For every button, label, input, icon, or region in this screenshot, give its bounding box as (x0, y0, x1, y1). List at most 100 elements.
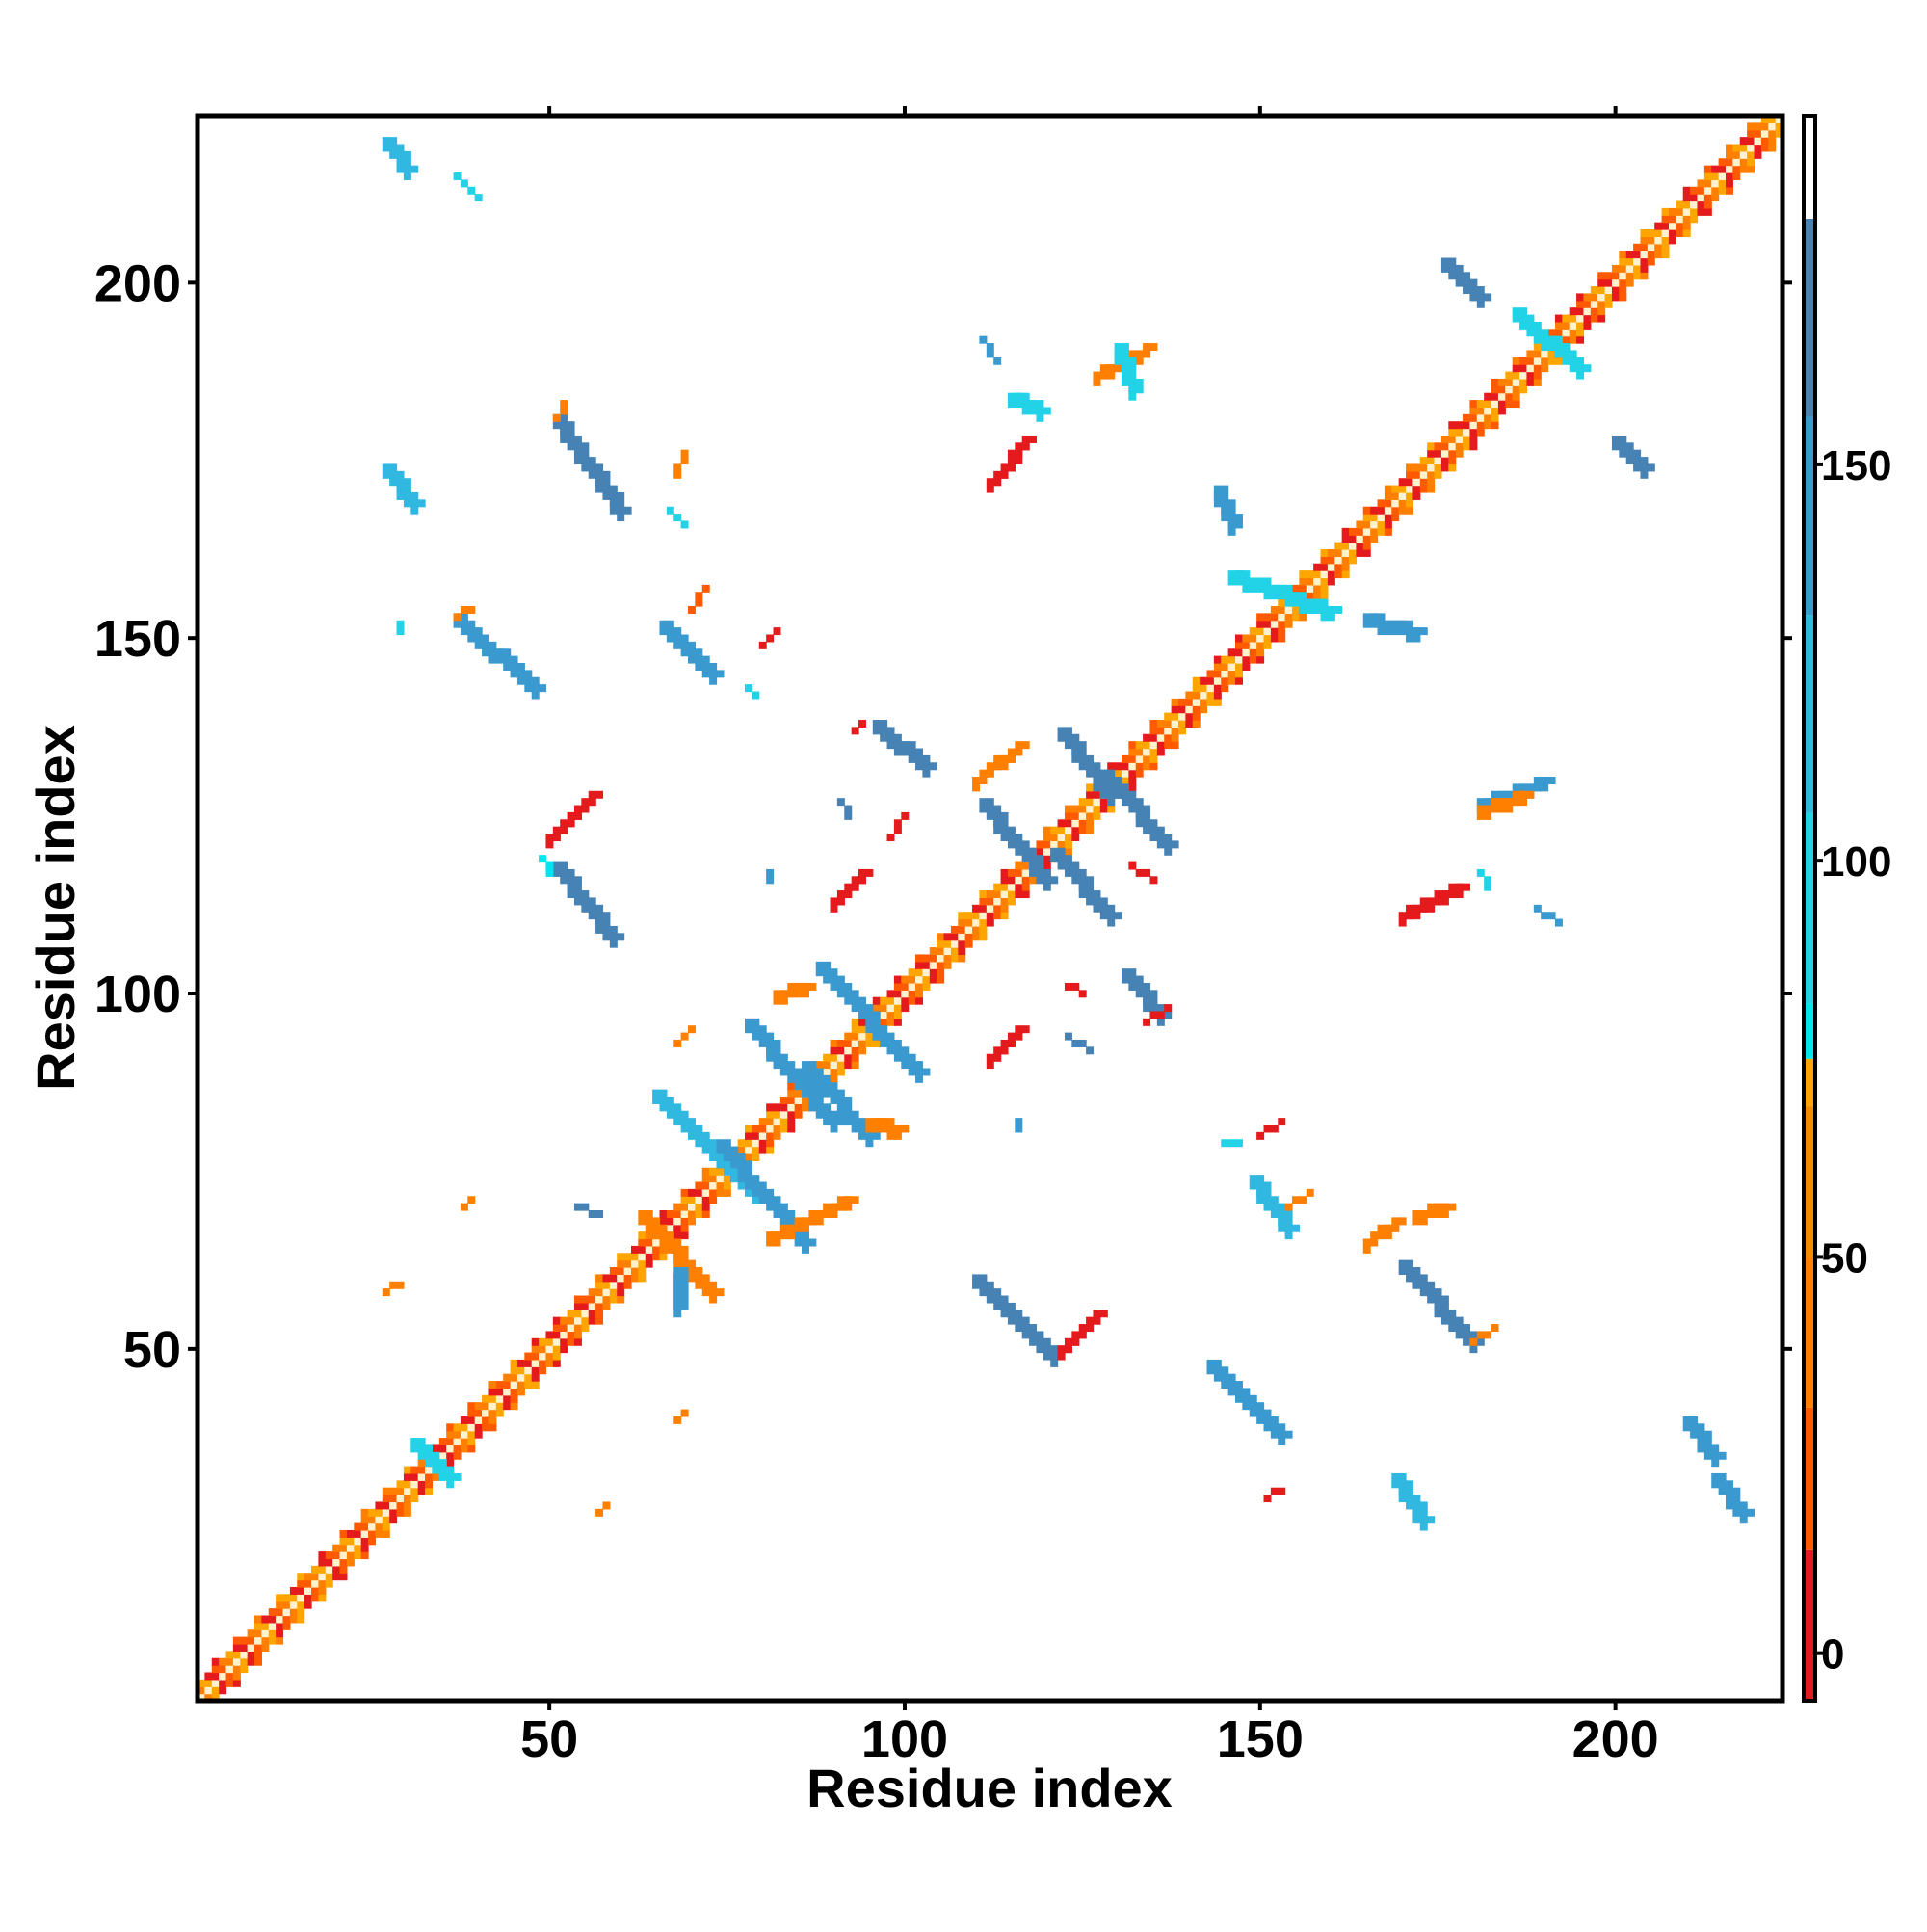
contact-cell (872, 1025, 881, 1034)
contact-cell (1270, 584, 1279, 593)
diagonal-cell (232, 1672, 241, 1681)
contact-cell (581, 1203, 590, 1211)
diagonal-cell (1469, 400, 1478, 409)
diagonal-cell (552, 1331, 561, 1339)
diagonal-cell (701, 1181, 710, 1190)
contact-cell (687, 1267, 696, 1275)
diagonal-cell (581, 1310, 590, 1318)
diagonal-cell (979, 925, 988, 934)
contact-cell (1000, 834, 1009, 842)
diagonal-cell (1533, 350, 1542, 358)
diagonal-cell (1135, 741, 1144, 750)
diagonal-cell (1185, 720, 1194, 728)
diagonal-cell (623, 1253, 632, 1261)
diagonal-cell (1206, 691, 1215, 700)
contact-cell (1398, 1480, 1407, 1489)
contact-cell (1263, 1495, 1272, 1503)
diagonal-cell (766, 1118, 775, 1126)
diagonal-cell (1320, 556, 1329, 565)
diagonal-cell (1427, 442, 1436, 451)
diagonal-cell (659, 1253, 668, 1261)
diagonal-cell (1292, 613, 1300, 622)
contact-cell (1071, 1331, 1080, 1339)
contact-cell (1284, 598, 1293, 607)
contact-cell (1703, 1451, 1712, 1460)
contact-cell (1512, 307, 1520, 316)
contact-cell (687, 655, 696, 664)
diagonal-cell (1512, 392, 1520, 401)
contact-cell (787, 1061, 796, 1070)
contact-cell (1213, 1366, 1222, 1375)
contact-cell (808, 1089, 817, 1098)
contact-cell (1476, 1331, 1485, 1339)
contact-cell (1562, 350, 1571, 358)
contact-cell (1078, 890, 1087, 899)
diagonal-cell (602, 1302, 611, 1310)
contact-cell (1143, 868, 1151, 877)
diagonal-cell (1213, 663, 1222, 671)
contact-cell (1071, 754, 1080, 763)
diagonal-cell (680, 1210, 689, 1218)
contact-cell (752, 1175, 760, 1183)
contact-cell (1320, 605, 1329, 614)
contact-cell (723, 1139, 731, 1148)
contact-cell (1476, 286, 1485, 295)
contact-cell (396, 144, 405, 152)
contact-cell (794, 1238, 803, 1247)
contact-cell (1029, 1331, 1038, 1339)
diagonal-cell (1206, 698, 1215, 706)
diagonal-cell (446, 1459, 455, 1468)
diagonal-cell (482, 1394, 490, 1403)
contact-cell (745, 1160, 752, 1169)
diagonal-cell (1547, 350, 1556, 358)
diagonal-cell (1690, 207, 1699, 216)
contact-cell (1292, 1224, 1300, 1232)
diagonal-cell (1362, 520, 1371, 529)
contact-cell (1256, 1416, 1265, 1424)
diagonal-cell (289, 1601, 298, 1609)
diagonal-cell (1135, 762, 1144, 771)
contact-cell (1000, 1302, 1009, 1310)
diagonal-cell (943, 961, 952, 969)
diagonal-cell (1235, 655, 1243, 664)
contact-cell (382, 463, 390, 472)
diagonal-cell (915, 975, 924, 984)
contact-cell (1078, 876, 1087, 885)
contact-cell (779, 1068, 788, 1076)
diagonal-cell (1619, 286, 1627, 295)
diagonal-cell (1434, 457, 1442, 465)
contact-cell (680, 648, 689, 657)
diagonal-cell (950, 933, 959, 941)
contact-cell (617, 499, 625, 508)
contact-cell (389, 470, 398, 479)
diagonal-cell (1633, 251, 1642, 259)
contact-cell (673, 1238, 682, 1247)
contact-cell (851, 727, 859, 735)
diagonal-cell (425, 1480, 434, 1489)
contact-cell (737, 1181, 746, 1190)
diagonal-cell (773, 1110, 781, 1119)
diagonal-cell (595, 1310, 604, 1318)
diagonal-cell (1732, 144, 1741, 152)
diagonal-cell (1597, 293, 1606, 302)
diagonal-cell (531, 1381, 540, 1389)
diagonal-cell (488, 1394, 497, 1403)
contact-cell (652, 1224, 661, 1232)
contact-cell (979, 805, 988, 813)
contact-cell (1463, 286, 1471, 295)
diagonal-cell (1071, 819, 1080, 828)
contact-cell (851, 876, 859, 885)
contact-cell (573, 435, 582, 443)
diagonal-cell (652, 1253, 661, 1261)
diagonal-cell (623, 1259, 632, 1268)
diagonal-cell (1569, 335, 1577, 344)
colorbar-tick-label: 0 (1821, 1631, 1844, 1679)
diagonal-cell (1448, 442, 1457, 451)
diagonal-cell (695, 1210, 703, 1218)
diagonal-cell (701, 1196, 710, 1204)
contact-cell (1135, 819, 1144, 828)
contact-cell (844, 1196, 853, 1204)
contact-cell (858, 996, 867, 1005)
contact-cell (1128, 357, 1137, 365)
contact-cell (1015, 392, 1023, 401)
